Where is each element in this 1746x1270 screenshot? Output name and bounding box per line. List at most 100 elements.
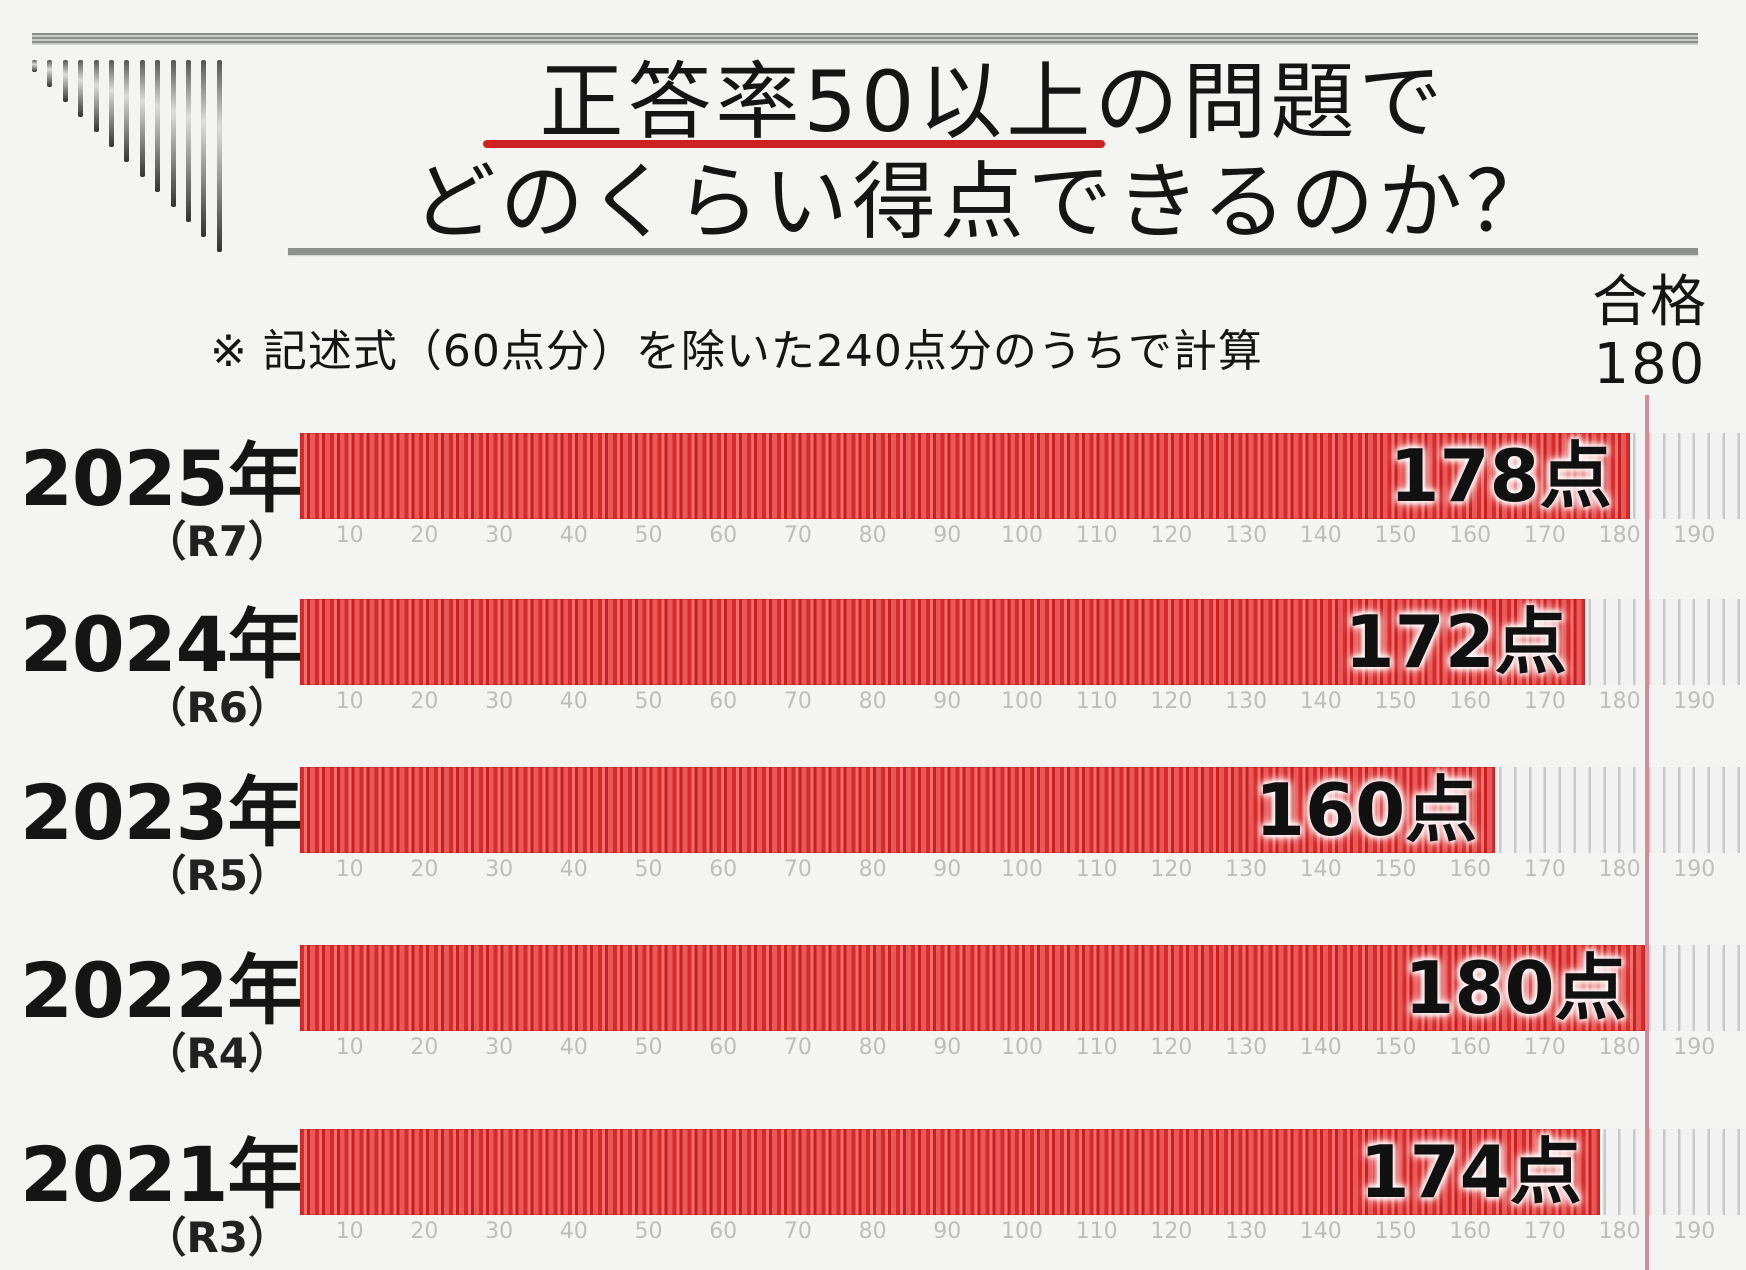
tick-label: 80 [858, 689, 887, 714]
top-rule [32, 33, 1698, 45]
tick-label: 110 [1075, 689, 1118, 714]
score-bar: 174点 [300, 1129, 1600, 1215]
stripe [62, 60, 68, 102]
tick-label: 80 [858, 523, 887, 548]
tick-label: 100 [1001, 1035, 1043, 1060]
year-label: 2024年 [20, 600, 304, 689]
tick-label: 60 [709, 523, 738, 548]
tick-label: 70 [783, 1035, 812, 1060]
tick-label: 100 [1001, 523, 1043, 548]
title-rule [288, 248, 1698, 255]
tick-label: 40 [559, 689, 588, 714]
tick-label: 140 [1299, 523, 1342, 548]
stripe [155, 60, 161, 192]
score-value: 178点 [1389, 434, 1612, 518]
stripe [201, 60, 207, 237]
score-value: 160点 [1254, 768, 1478, 852]
tick-label: 140 [1299, 857, 1342, 882]
calculation-note: ※ 記述式（60点分）を除いた240点分のうちで計算 [210, 326, 1263, 377]
tick-label: 10 [335, 689, 364, 714]
tick-label: 10 [335, 1035, 364, 1060]
score-value: 172点 [1344, 600, 1567, 684]
tick-label: 130 [1225, 523, 1268, 548]
tick-label: 190 [1673, 1035, 1716, 1060]
tick-label: 70 [783, 1219, 812, 1244]
tick-label: 140 [1299, 1219, 1342, 1244]
tick-label: 190 [1673, 1219, 1716, 1244]
tick-label: 40 [559, 1219, 588, 1244]
title-line-1: 正答率50以上の問題で [0, 60, 1746, 144]
tick-label: 20 [410, 523, 439, 548]
era-label: （R6） [144, 683, 290, 732]
tick-label: 20 [410, 1219, 439, 1244]
tick-label: 160 [1449, 1219, 1492, 1244]
tick-label: 30 [485, 523, 514, 548]
score-bar: 180点 [300, 945, 1645, 1031]
tick-label: 90 [933, 689, 962, 714]
tick-label: 30 [485, 1035, 514, 1060]
tick-label: 20 [410, 1035, 439, 1060]
era-label: （R4） [144, 1029, 290, 1078]
axis-ticks: 10 20 30 40 50 60 70 80 90 100 110 120 130 140 150 160 1… [300, 523, 1746, 553]
tick-label: 90 [933, 1035, 962, 1060]
tick-label: 170 [1523, 1035, 1566, 1060]
bar-track: 174点 [300, 1129, 1746, 1215]
tick-label: 120 [1150, 523, 1193, 548]
tick-label: 140 [1299, 1035, 1342, 1060]
pass-label-value: 180 [1593, 331, 1707, 397]
title-red-underline [483, 140, 1105, 148]
tick-label: 180 [1598, 857, 1641, 882]
title-underlined-text: 正答率50以上 [539, 53, 1095, 151]
score-bar: 172点 [300, 599, 1585, 685]
stripe [78, 60, 84, 117]
tick-label: 30 [485, 1219, 514, 1244]
tick-label: 160 [1449, 857, 1492, 882]
stripe [170, 60, 176, 207]
tick-label: 30 [485, 689, 514, 714]
tick-label: 160 [1449, 523, 1492, 548]
tick-label: 180 [1598, 523, 1641, 548]
tick-label: 110 [1075, 1219, 1118, 1244]
tick-label: 180 [1598, 689, 1641, 714]
stripe [216, 60, 222, 252]
tick-label: 180 [1598, 1219, 1641, 1244]
tick-label: 60 [709, 1035, 738, 1060]
decorative-stripes [32, 60, 232, 260]
year-label: 2021年 [20, 1130, 304, 1219]
pass-line [1645, 395, 1649, 1270]
year-label: 2025年 [20, 434, 304, 523]
stripe [186, 60, 191, 222]
era-label: （R7） [144, 517, 290, 566]
tick-label: 120 [1150, 1219, 1193, 1244]
tick-label: 130 [1225, 1219, 1268, 1244]
tick-label: 50 [634, 523, 663, 548]
tick-label: 40 [559, 857, 588, 882]
year-label: 2022年 [20, 946, 304, 1035]
title-rest-text: の問題で [1094, 53, 1447, 151]
pass-label-text: 合格 [1592, 270, 1708, 335]
tick-label: 60 [709, 689, 738, 714]
axis-ticks: 10 20 30 40 50 60 70 80 90 100 110 120 130 140 150 160 1… [300, 689, 1746, 719]
tick-label: 20 [410, 857, 439, 882]
tick-label: 110 [1075, 1035, 1118, 1060]
stripe [93, 60, 99, 132]
title-line-2: どのくらい得点できるのか？ [411, 153, 1555, 251]
tick-label: 60 [709, 1219, 738, 1244]
bar-track: 172点 [300, 599, 1746, 685]
tick-label: 130 [1225, 857, 1268, 882]
tick-label: 160 [1449, 689, 1492, 714]
stripe [47, 60, 53, 87]
tick-label: 70 [783, 523, 812, 548]
tick-label: 130 [1225, 1035, 1268, 1060]
tick-label: 160 [1449, 1035, 1492, 1060]
tick-label: 170 [1523, 857, 1566, 882]
stripe [139, 60, 145, 177]
tick-label: 90 [933, 523, 962, 548]
tick-label: 50 [634, 857, 663, 882]
stripe [109, 60, 114, 147]
tick-label: 150 [1374, 523, 1417, 548]
year-label: 2023年 [20, 768, 304, 857]
tick-label: 150 [1374, 1035, 1417, 1060]
tick-label: 140 [1299, 689, 1342, 714]
bar-track: 180点 [300, 945, 1746, 1031]
